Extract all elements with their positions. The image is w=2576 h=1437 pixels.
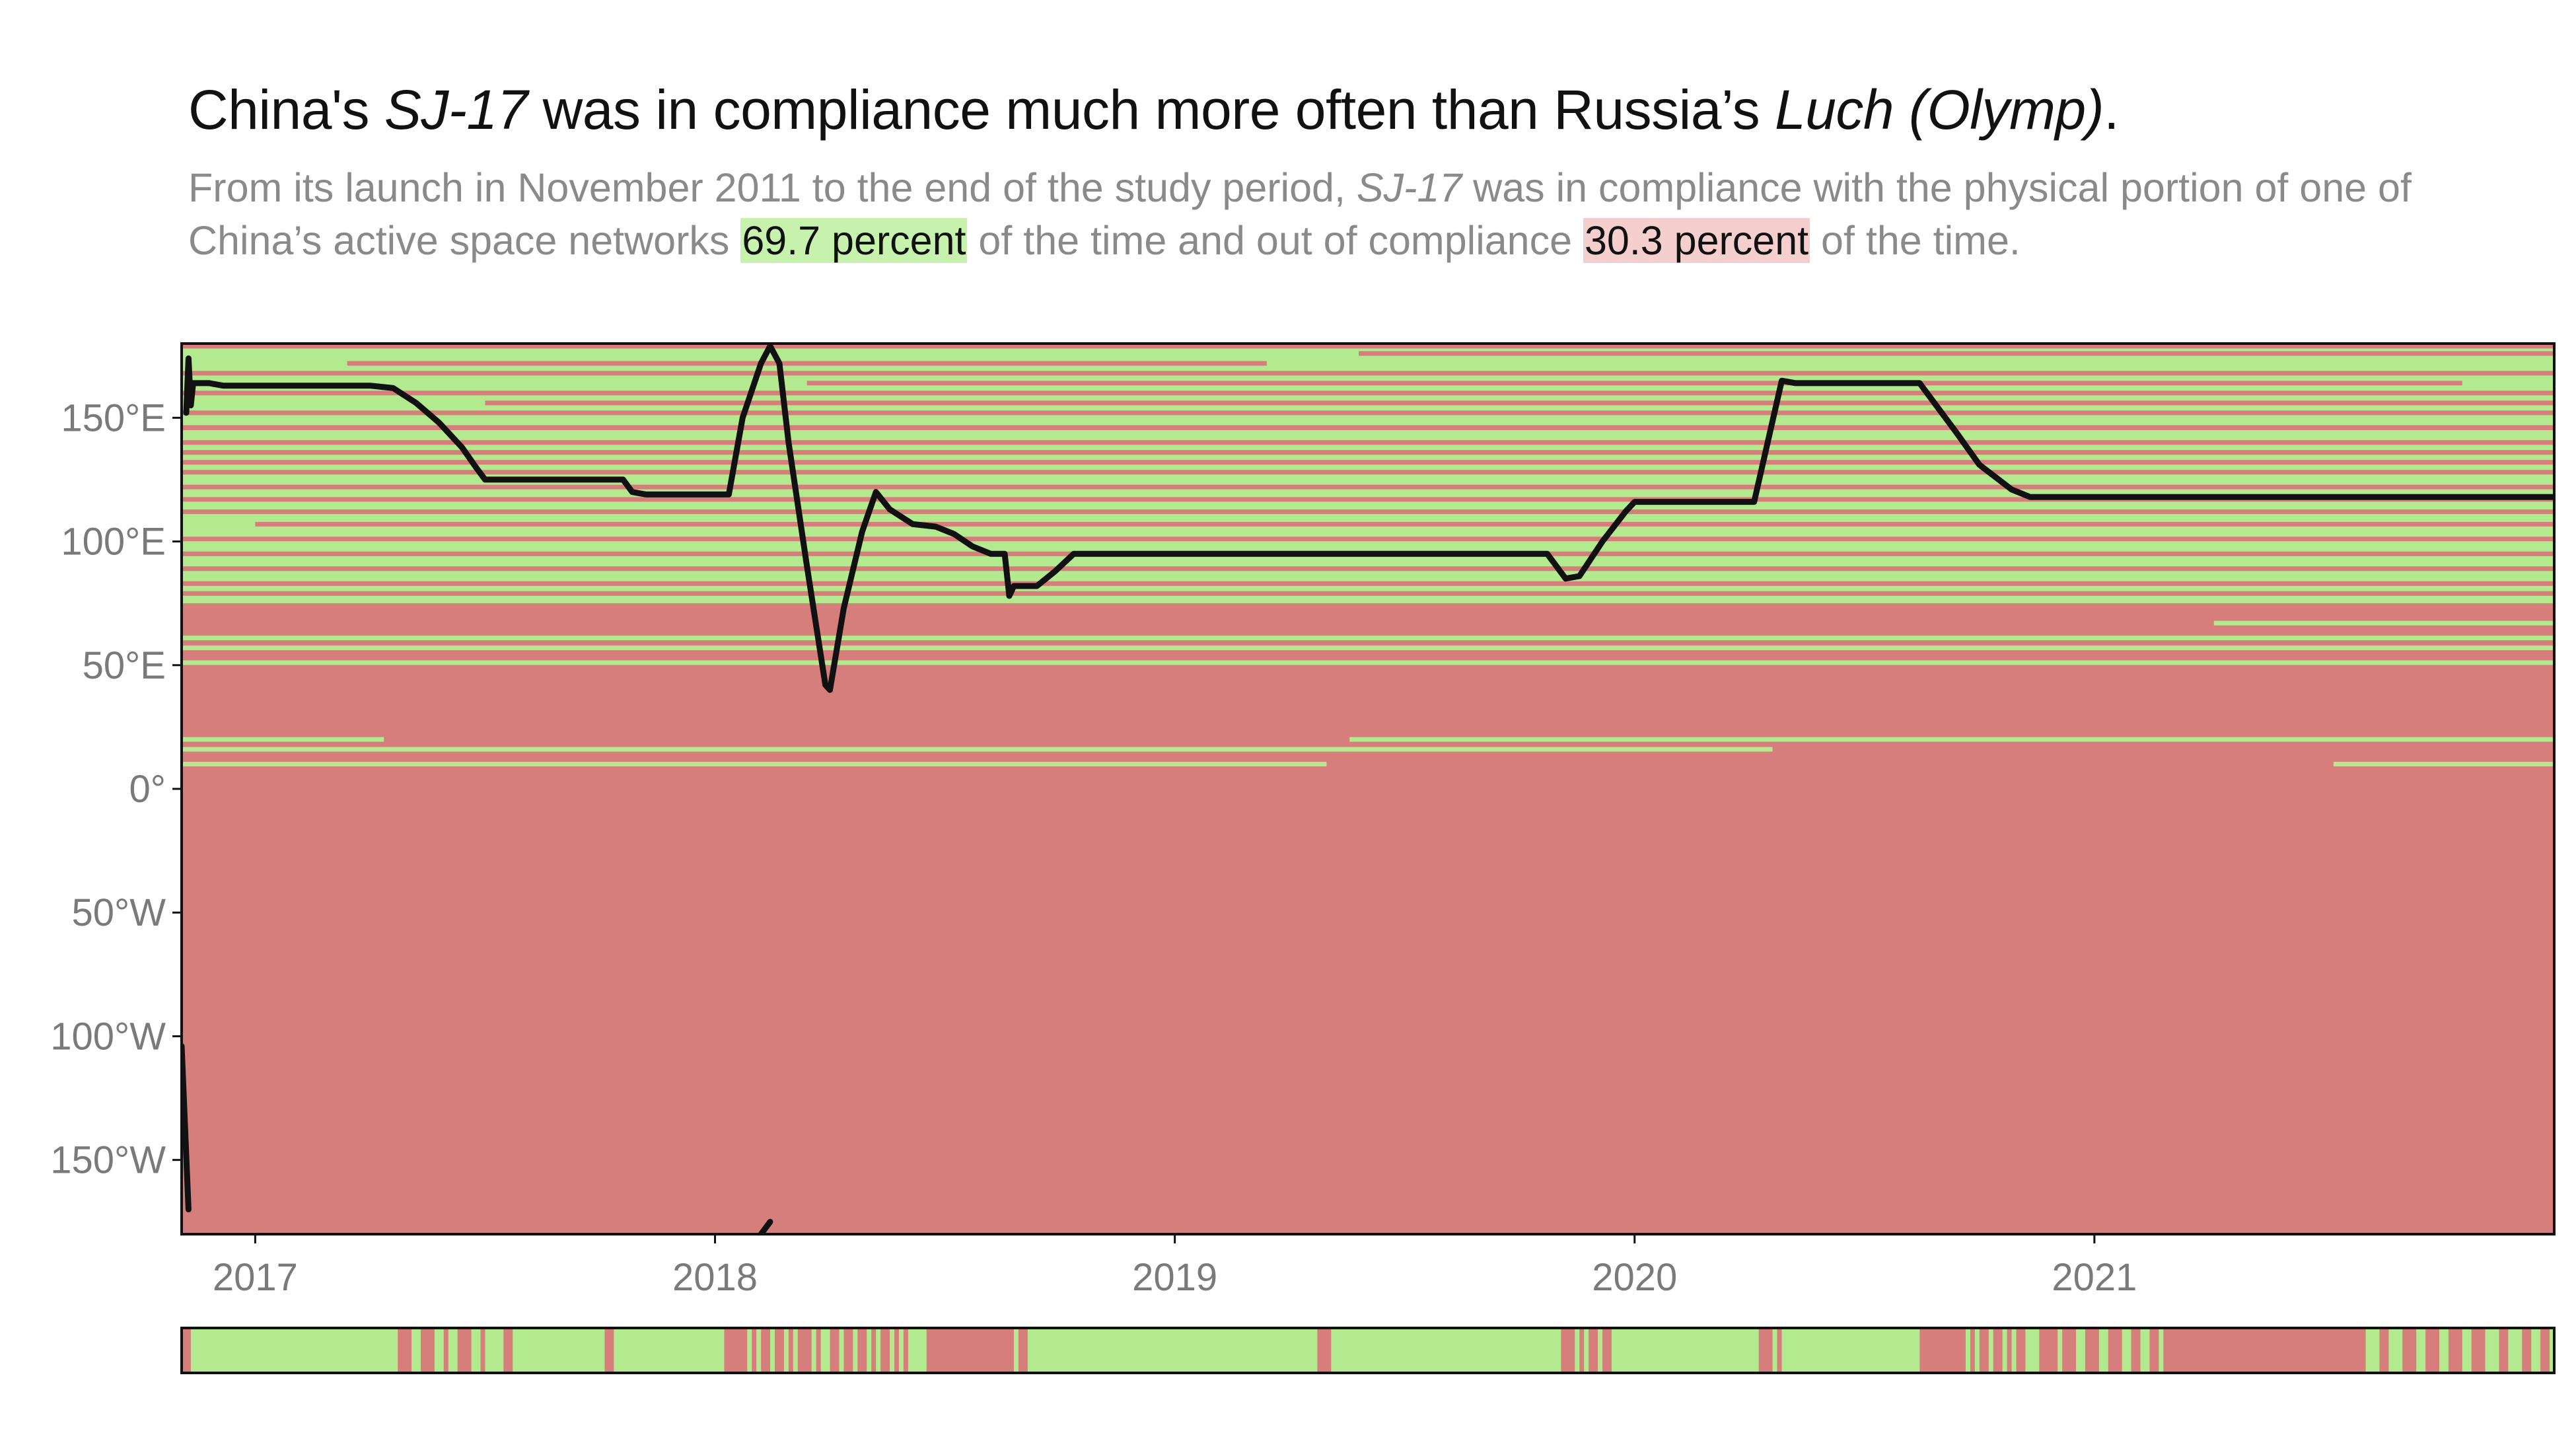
strip-segment-6 [503,1328,513,1373]
x-tick-label: 2017 [213,1256,298,1299]
strip-segment-24 [1317,1328,1332,1373]
x-tick-label: 2020 [1592,1256,1677,1299]
strip-frame [180,1327,2556,1374]
strip-segment-50 [2522,1328,2532,1373]
x-tick-label: 2021 [2052,1256,2137,1299]
strip-segment-28 [1602,1328,1612,1373]
y-tick-label: 150°W [50,1139,166,1182]
strip-segment-29 [1758,1328,1773,1373]
strip-segment-36 [2016,1328,2026,1373]
strip-segment-15 [830,1328,840,1373]
strip-segment-33 [1979,1328,1989,1373]
strip-segment-4 [457,1328,472,1373]
strip-segment-30 [1777,1328,1782,1373]
y-tick-label: 150°E [61,396,166,439]
strip-segment-14 [816,1328,821,1373]
strip-segment-46 [2425,1328,2439,1373]
compliance-strip [182,1328,2554,1373]
strip-segment-8 [724,1328,748,1373]
strip-segment-17 [857,1328,867,1373]
strip-segment-49 [2499,1328,2509,1373]
strip-segment-0 [182,1328,191,1373]
strip-segment-45 [2402,1328,2417,1373]
x-tick-label: 2018 [672,1256,758,1299]
strip-segment-44 [2379,1328,2389,1373]
y-tick-label: 100°E [61,521,166,564]
y-tick-label: 50°W [72,891,166,934]
strip-segment-37 [2039,1328,2058,1373]
strip-segment-21 [903,1328,908,1373]
strip-segment-23 [1018,1328,1028,1373]
subtitle-part2: was in compliance with the physical port… [188,165,2412,263]
subtitle-part3: of the time and out of compliance [967,218,1583,263]
strip-segment-3 [443,1328,448,1373]
y-tick-label: 0° [129,768,166,811]
strip-segment-11 [775,1328,784,1373]
strip-segment-5 [480,1328,485,1373]
noncompliant-percent-highlight: 30.3 percent [1583,218,1810,263]
strip-segment-31 [1919,1328,1966,1373]
subtitle-part1: From its launch in November 2011 to the … [188,165,1357,210]
compliant-percent-highlight: 69.7 percent [740,218,968,263]
strip-segment-39 [2085,1328,2099,1373]
strip-segment-41 [2131,1328,2141,1373]
strip-segment-16 [843,1328,853,1373]
strip-segment-35 [2007,1328,2012,1373]
x-tick-label: 2019 [1132,1256,1217,1299]
strip-segment-1 [398,1328,412,1373]
strip-segment-9 [752,1328,757,1373]
strip-segment-40 [2108,1328,2122,1373]
y-tick-label: 50°E [83,644,166,687]
strip-segment-19 [880,1328,890,1373]
y-tick-label: 100°W [50,1015,166,1058]
subtitle-part4: of the time. [1810,218,2021,263]
strip-segment-32 [1970,1328,1975,1373]
subtitle-satellite: SJ-17 [1356,165,1462,210]
strip-segment-20 [894,1328,899,1373]
chart-title: China's SJ-17 was in compliance much mor… [188,78,2119,142]
y-axis: 150°E 100°E 50°E 0° 50°W 100°W 150°W [50,396,182,1182]
strip-segment-48 [2471,1328,2486,1373]
strip-segment-26 [1579,1328,1585,1373]
title-satellite-sj17: SJ-17 [384,79,528,141]
strip-segment-34 [1993,1328,2003,1373]
strip-segment-2 [420,1328,435,1373]
strip-segment-18 [871,1328,877,1373]
track-segment-1 [183,344,2554,693]
x-axis: 2017 2018 2019 2020 2021 [213,1234,2137,1299]
strip-segment-13 [797,1328,812,1373]
title-post: . [2104,79,2119,141]
title-satellite-luch: Luch (Olymp) [1774,79,2104,141]
strip-segment-38 [2062,1328,2077,1373]
title-mid: was in compliance much more often than R… [527,79,1775,141]
strip-segment-47 [2448,1328,2462,1373]
strip-segment-25 [1561,1328,1575,1373]
strip-segment-51 [2540,1328,2550,1373]
strip-segment-22 [926,1328,1014,1373]
strip-segment-10 [761,1328,771,1373]
chart-subtitle: From its launch in November 2011 to the … [188,161,2540,267]
compliant-band-0 [182,430,2554,604]
track-segment-2 [758,1218,773,1234]
strip-segment-12 [788,1328,793,1373]
strip-segment-27 [1589,1328,1598,1373]
longitude-heatmap [182,344,2554,1234]
strip-segment-42 [2149,1328,2159,1373]
title-pre: China's [188,79,384,141]
strip-segment-7 [604,1328,614,1373]
strip-segment-43 [2163,1328,2366,1373]
